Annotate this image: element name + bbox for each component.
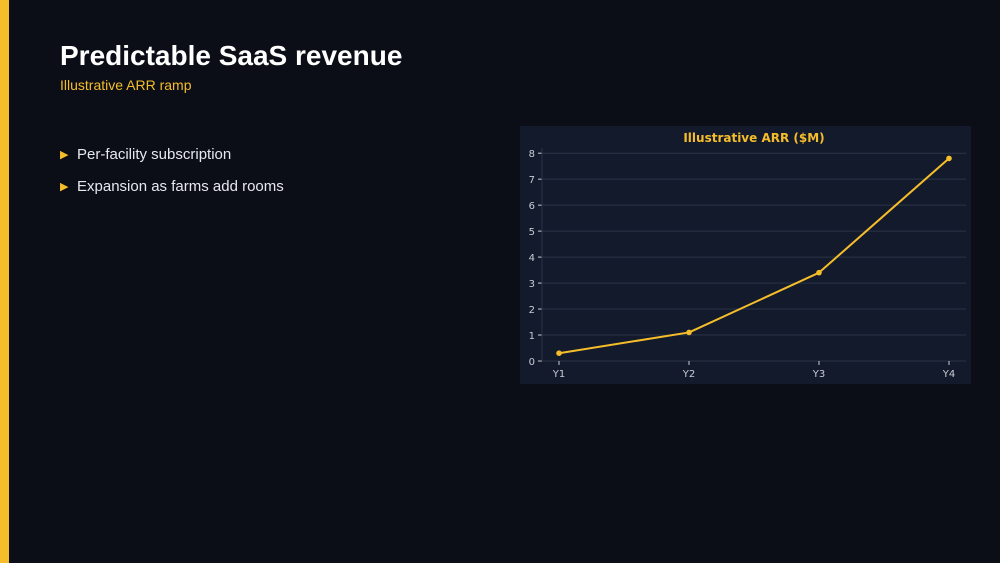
triangle-right-icon: ▶ <box>60 148 69 161</box>
data-point <box>946 155 952 162</box>
bullet-text: Per-facility subscription <box>77 145 232 163</box>
y-tick-label: 4 <box>529 253 535 264</box>
bullet-text: Expansion as farms add rooms <box>77 177 284 195</box>
y-tick-label: 0 <box>529 357 535 368</box>
series-line <box>558 157 950 355</box>
arr-chart-svg: Illustrative ARR ($M) 0 1 2 3 4 5 6 7 8 Y1 Y2 Y3 Y4 <box>520 126 971 384</box>
bullet-item: ▶ Expansion as farms add rooms <box>60 175 284 197</box>
y-tick-label: 6 <box>529 201 535 212</box>
y-tick-label: 7 <box>529 175 535 186</box>
y-tick-label: 5 <box>529 227 535 238</box>
bullet-item: ▶ Per-facility subscription <box>60 143 284 165</box>
chart-title: Illustrative ARR ($M) <box>683 131 824 145</box>
bullet-list: ▶ Per-facility subscription ▶ Expansion … <box>60 143 284 207</box>
y-tick-label: 8 <box>529 149 535 160</box>
data-point <box>556 350 562 357</box>
chart-panel <box>520 126 971 384</box>
triangle-right-icon: ▶ <box>60 180 69 193</box>
y-tick-label: 3 <box>529 279 535 290</box>
y-tick-label: 1 <box>529 331 535 342</box>
arr-chart: Illustrative ARR ($M) 0 1 2 3 4 5 6 7 8 Y1 Y2 Y3 Y4 <box>520 126 971 384</box>
x-tick-label: Y2 <box>682 369 695 380</box>
data-point <box>816 269 822 276</box>
slide-subtitle: Illustrative ARR ramp <box>60 77 192 93</box>
x-tick-label: Y1 <box>552 369 565 380</box>
x-tick-label: Y4 <box>942 369 955 380</box>
slide-title: Predictable SaaS revenue <box>60 40 403 71</box>
y-tick-label: 2 <box>529 305 535 316</box>
data-point <box>686 329 692 336</box>
x-tick-label: Y3 <box>812 369 825 380</box>
accent-bar <box>0 0 9 563</box>
